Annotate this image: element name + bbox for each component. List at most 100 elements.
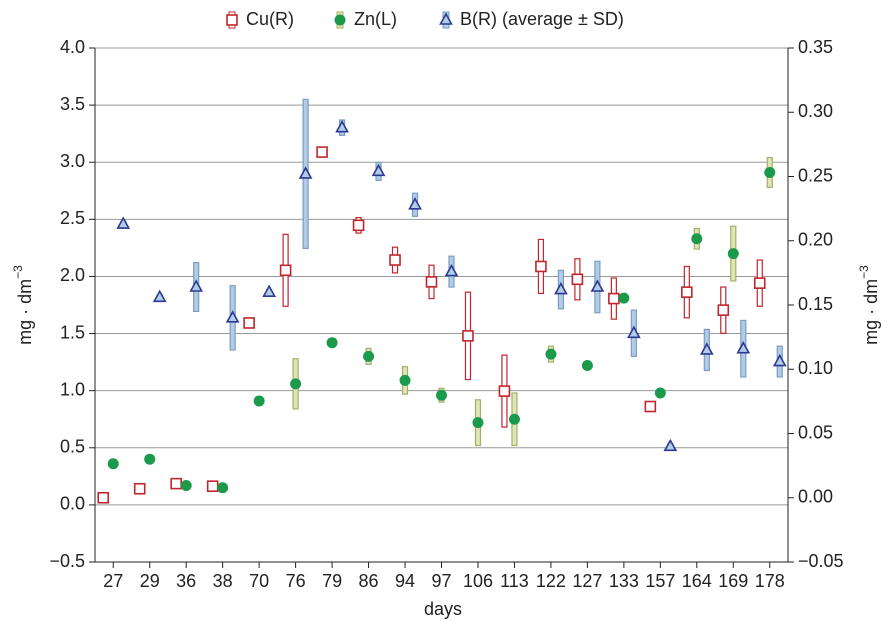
marker xyxy=(618,292,630,304)
legend-label: B(R) (average ± SD) xyxy=(460,9,624,29)
marker xyxy=(225,310,240,323)
y-tick-label: 3.0 xyxy=(60,151,85,171)
marker xyxy=(644,400,657,413)
y2-tick-label: 0.05 xyxy=(798,422,833,442)
y-tick-label: 2.0 xyxy=(60,265,85,285)
marker xyxy=(727,248,739,260)
series xyxy=(116,98,787,452)
marker xyxy=(243,317,255,329)
y-tick-label: 2.5 xyxy=(60,208,85,228)
marker xyxy=(627,325,641,339)
x-tick-label: 157 xyxy=(645,571,675,591)
x-tick-label: 178 xyxy=(755,571,785,591)
marker xyxy=(298,166,313,179)
x-tick-label: 113 xyxy=(500,571,529,591)
y2-tick-label: 0.15 xyxy=(798,294,833,314)
y-tick-label: 0.5 xyxy=(60,437,85,457)
marker xyxy=(554,281,568,295)
x-tick-label: 94 xyxy=(395,571,415,591)
marker xyxy=(498,385,511,397)
y2-tick-label: 0.25 xyxy=(798,165,833,185)
legend: Cu(R) Zn(L) B(R) (average ± SD) xyxy=(226,9,624,29)
marker xyxy=(253,395,265,407)
marker xyxy=(290,378,302,390)
marker xyxy=(425,276,438,288)
x-tick-label: 106 xyxy=(463,571,493,591)
marker xyxy=(581,360,593,372)
marker xyxy=(436,389,447,401)
marker xyxy=(736,341,751,354)
y2-tick-label: 0.20 xyxy=(798,230,833,250)
marker xyxy=(444,263,459,277)
marker xyxy=(535,260,547,273)
y2-tick-label: 0.10 xyxy=(798,358,833,378)
marker xyxy=(326,337,338,349)
y2-tick-label: 0.00 xyxy=(798,487,833,507)
marker xyxy=(681,286,693,298)
marker xyxy=(226,14,238,26)
marker xyxy=(180,479,192,491)
marker xyxy=(571,273,584,286)
x-tick-label: 169 xyxy=(718,571,748,591)
marker xyxy=(772,353,787,367)
marker xyxy=(371,163,386,177)
series xyxy=(107,157,776,494)
y-tick-label: 0.0 xyxy=(60,494,85,514)
marker xyxy=(116,216,131,229)
marker xyxy=(439,12,453,25)
marker xyxy=(717,304,730,316)
x-tick-label: 27 xyxy=(103,571,123,591)
y2-tick-label: 0.30 xyxy=(798,101,833,121)
legend-label: Cu(R) xyxy=(246,9,294,29)
marker xyxy=(206,480,219,492)
marker xyxy=(462,330,474,342)
x-tick-label: 79 xyxy=(322,571,342,591)
x-tick-label: 38 xyxy=(213,571,233,591)
y2-tick-label: 0.35 xyxy=(798,37,833,57)
x-tick-label: 97 xyxy=(431,571,451,591)
marker xyxy=(608,292,620,305)
marker xyxy=(152,289,167,303)
x-axis-title: days xyxy=(424,599,462,619)
x-tick-label: 29 xyxy=(140,571,160,591)
marker xyxy=(279,264,292,277)
y-tick-label: −0.5 xyxy=(49,551,85,571)
marker xyxy=(144,453,156,465)
x-tick-label: 86 xyxy=(359,571,379,591)
marker xyxy=(189,279,204,292)
marker xyxy=(590,279,605,292)
marker xyxy=(472,417,484,429)
marker xyxy=(764,167,776,179)
marker xyxy=(107,458,119,470)
marker xyxy=(262,284,276,297)
x-tick-label: 36 xyxy=(176,571,196,591)
marker xyxy=(399,374,411,386)
marker xyxy=(170,477,182,490)
marker xyxy=(389,254,401,266)
marker xyxy=(217,482,229,494)
y2-tick-label: −0.05 xyxy=(798,551,844,571)
marker xyxy=(753,277,766,289)
marker xyxy=(408,197,422,210)
marker xyxy=(363,350,375,362)
y-axis-title: mg · dm−3 xyxy=(11,265,35,345)
marker xyxy=(699,342,714,355)
y-tick-label: 4.0 xyxy=(60,37,85,57)
x-tick-label: 122 xyxy=(536,571,566,591)
x-tick-label: 164 xyxy=(682,571,712,591)
marker xyxy=(335,120,349,133)
marker xyxy=(133,482,146,495)
marker xyxy=(508,413,520,425)
y-tick-label: 1.0 xyxy=(60,379,85,399)
marker xyxy=(352,219,365,232)
marker xyxy=(654,387,666,399)
y-tick-label: 1.5 xyxy=(60,322,85,342)
marker xyxy=(545,348,557,360)
marker xyxy=(316,146,328,158)
marker xyxy=(334,14,346,26)
plot-area xyxy=(95,48,788,562)
marker xyxy=(691,233,703,245)
x-tick-label: 70 xyxy=(249,571,269,591)
x-tick-label: 133 xyxy=(609,571,639,591)
